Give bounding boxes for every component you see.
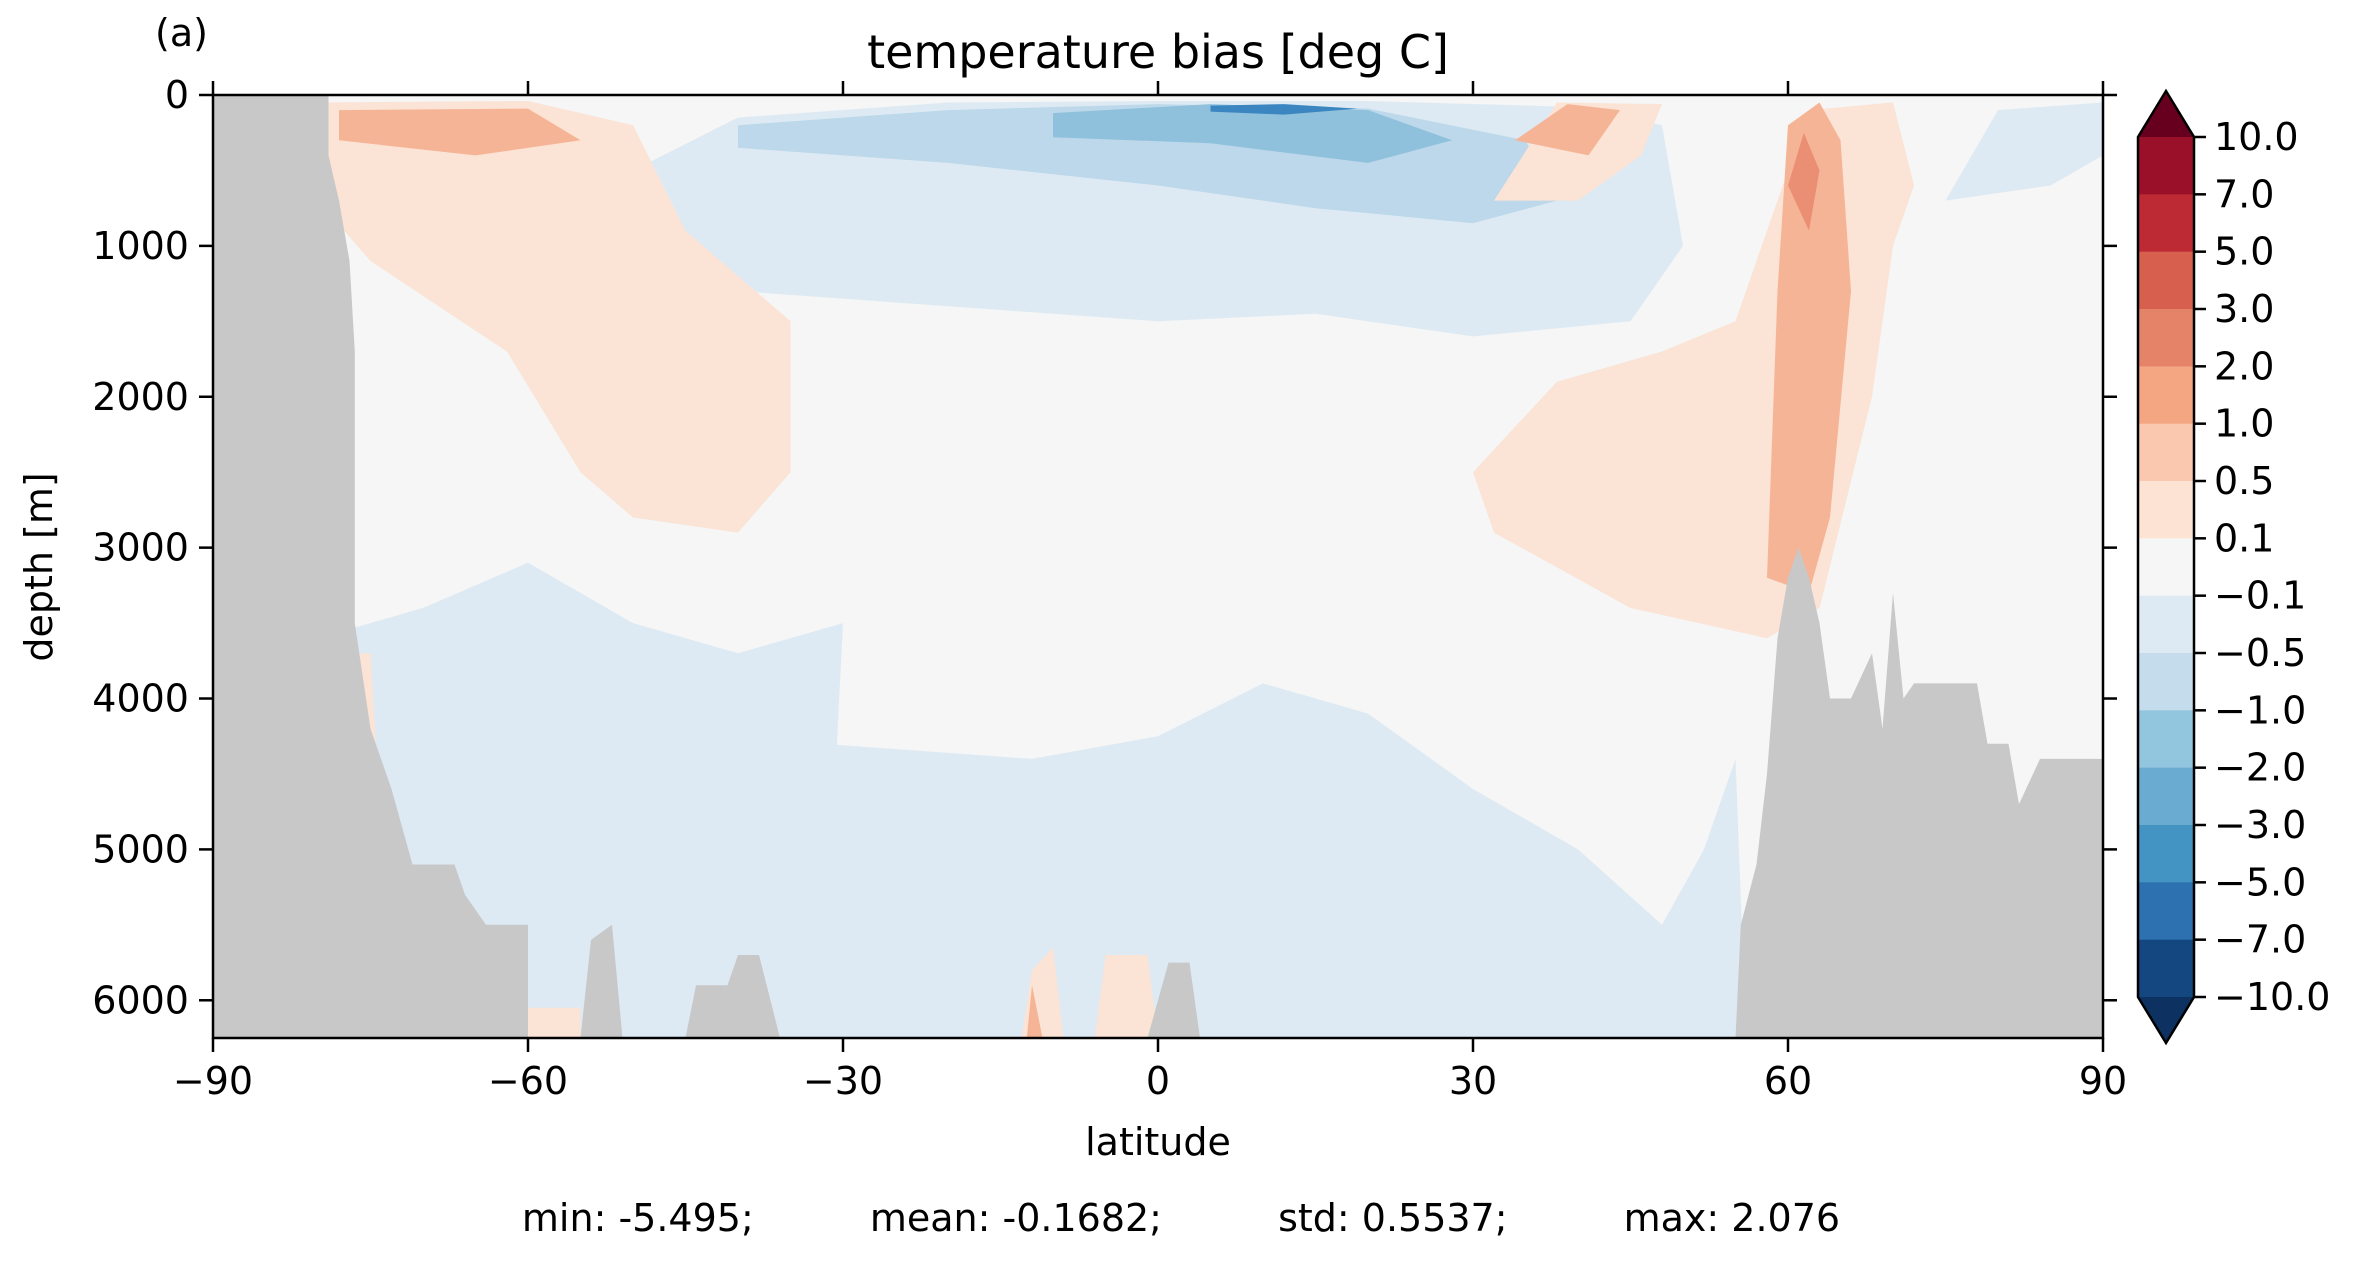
- colorbar-segment: [2138, 710, 2194, 769]
- colorbar-segment: [2138, 251, 2194, 310]
- stat-std: std: 0.5537;: [1278, 1196, 1508, 1240]
- land-ridge-c: [1147, 962, 1200, 1038]
- colorbar-segment: [2138, 137, 2194, 195]
- x-tick-label: 30: [1449, 1059, 1497, 1103]
- y-tick-label: 5000: [92, 827, 189, 871]
- stats-line: min: -5.495; mean: -0.1682; std: 0.5537;…: [0, 1196, 2362, 1240]
- colorbar-segment: [2138, 767, 2194, 826]
- warm-north-plume: [1767, 102, 1851, 593]
- colorbar-tick-label: −7.0: [2214, 918, 2306, 962]
- x-tick-label: −30: [803, 1059, 883, 1103]
- colorbar-extend-top: [2138, 91, 2194, 137]
- colorbar-tick-label: 0.5: [2214, 459, 2274, 503]
- x-axis: −90 −60 −30 0 30 60 90: [173, 81, 2127, 1103]
- cool-upper-strong: [1053, 104, 1452, 163]
- warm-south: [318, 101, 791, 533]
- colorbar-tick-label: −3.0: [2214, 803, 2306, 847]
- colorbar-segment: [2138, 538, 2194, 597]
- warm-north-plume-strong: [1788, 132, 1820, 231]
- land-ridge-b: [685, 955, 780, 1038]
- warm-bottom-b: [1026, 985, 1043, 1038]
- colorbar-tick-label: 7.0: [2214, 172, 2274, 216]
- colorbar-segment: [2138, 653, 2194, 711]
- land-ridge-a: [580, 924, 623, 1038]
- colorbar-tick-label: 3.0: [2214, 287, 2274, 331]
- land-south: [213, 95, 528, 1038]
- colorbar-segment: [2138, 825, 2194, 883]
- bias-field: [213, 95, 2103, 1038]
- warm-north-upper-mid: [1515, 104, 1620, 156]
- colorbar-tick-label: 1.0: [2214, 402, 2274, 446]
- colorbar-extend-bottom: [2138, 997, 2194, 1043]
- y-tick-label: 4000: [92, 677, 189, 721]
- y-tick-label: 3000: [92, 526, 189, 570]
- stat-min: min: -5.495;: [521, 1196, 754, 1240]
- colorbar-tick-label: 10.0: [2214, 115, 2299, 159]
- colorbar-tick-label: −2.0: [2214, 746, 2306, 790]
- colorbar-segment: [2138, 194, 2194, 253]
- panel-label: (a): [155, 11, 208, 55]
- y-tick-label: 2000: [92, 375, 189, 419]
- x-tick-label: 0: [1146, 1059, 1170, 1103]
- land-north: [1735, 547, 2103, 1038]
- colorbar-segment: [2138, 939, 2194, 998]
- y-axis-label: depth [m]: [17, 472, 61, 661]
- colorbar-segment: [2138, 309, 2194, 367]
- x-axis-label: latitude: [1085, 1120, 1231, 1164]
- warm-south-mid: [339, 108, 581, 156]
- x-tick-label: 60: [1764, 1059, 1812, 1103]
- cool-upper-deep: [1210, 104, 1358, 115]
- y-tick-label: 6000: [92, 978, 189, 1022]
- colorbar-tick-label: 2.0: [2214, 344, 2274, 388]
- colorbar-segment: [2138, 595, 2194, 654]
- colorbar-tick-label: −10.0: [2214, 975, 2330, 1019]
- colorbar-segment: [2138, 366, 2194, 425]
- x-tick-label: 90: [2079, 1059, 2127, 1103]
- warm-bottom-d: [528, 1007, 581, 1038]
- x-tick-label: −60: [488, 1059, 568, 1103]
- cool-far-north: [1945, 102, 2103, 201]
- colorbar-tick-label: −5.0: [2214, 860, 2306, 904]
- y-tick-label: 0: [165, 73, 189, 117]
- stat-max: max: 2.076: [1623, 1196, 1841, 1240]
- y-axis: 0 1000 2000 3000 4000 5000 6000: [92, 73, 2117, 1022]
- colorbar-tick-label: −1.0: [2214, 688, 2306, 732]
- colorbar-tick-label: −0.1: [2214, 574, 2306, 618]
- colorbar-segment: [2138, 481, 2194, 539]
- stat-mean: mean: -0.1682;: [869, 1196, 1162, 1240]
- colorbar-tick-label: 5.0: [2214, 230, 2274, 274]
- colorbar-tick-label: −0.5: [2214, 631, 2306, 675]
- colorbar-segment: [2138, 423, 2194, 482]
- chart-title: temperature bias [deg C]: [867, 25, 1449, 79]
- warm-bottom-c: [1095, 955, 1158, 1038]
- x-tick-label: −90: [173, 1059, 253, 1103]
- colorbar: 10.0 7.0 5.0 3.0 2.0 1.0 0.5 0.1 −0.1 −0.5 −1.0 −2.…: [2136, 88, 2330, 1046]
- colorbar-tick-label: 0.1: [2214, 516, 2274, 560]
- colorbar-segment: [2138, 882, 2194, 941]
- y-tick-label: 1000: [92, 224, 189, 268]
